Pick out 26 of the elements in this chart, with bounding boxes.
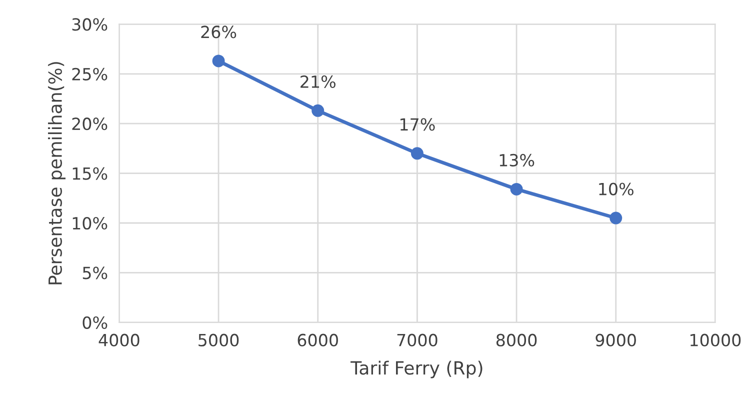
data-label: 26% <box>201 26 236 38</box>
point <box>410 147 424 160</box>
y-tick-label: 20% <box>72 118 108 130</box>
y-tick-label: 5% <box>82 266 108 280</box>
x-tick-label: 9000 <box>596 334 636 346</box>
x-tick-label: 5000 <box>198 334 239 346</box>
point <box>312 104 324 117</box>
x-tick-label: 7000 <box>397 334 438 346</box>
y-tick-label: 15% <box>72 167 108 180</box>
y-axis-title: Persentase pemilihan(%) <box>48 62 66 284</box>
x-tick-label: 4000 <box>98 334 140 346</box>
point <box>212 54 225 68</box>
data-label: 21% <box>300 75 336 88</box>
point <box>610 212 622 224</box>
y-tick-label: 10% <box>72 216 108 230</box>
x-tick-label: 10000 <box>690 334 741 346</box>
y-tick-label: 30% <box>72 18 108 31</box>
x-tick-label: 6000 <box>298 334 338 346</box>
x-axis-title: Tarif Ferry (Rp) <box>350 360 482 378</box>
point <box>510 182 523 196</box>
data-label: 13% <box>500 154 534 167</box>
data-label: 10% <box>599 182 634 196</box>
y-tick-label: 0% <box>82 316 108 329</box>
x-tick-label: 8000 <box>496 334 537 346</box>
data-label: 17% <box>400 118 435 131</box>
y-tick-label: 25% <box>72 68 108 80</box>
